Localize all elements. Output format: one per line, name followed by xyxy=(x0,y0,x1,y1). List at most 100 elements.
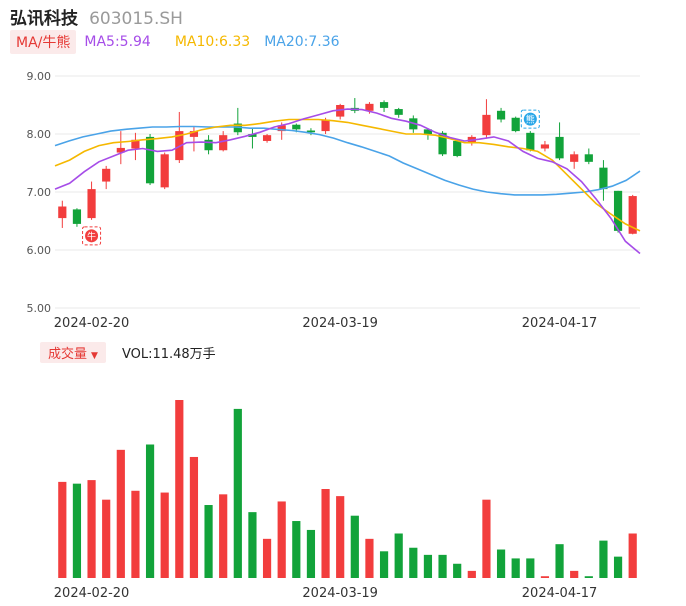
volume-bar xyxy=(189,456,199,578)
volume-bar xyxy=(336,496,345,578)
volume-value: VOL:11.48万手 xyxy=(121,346,216,362)
date-axis-price: 2024-02-20 2024-03-19 2024-04-17 xyxy=(54,316,598,331)
price-axis: 9.00 8.00 7.00 6.00 5.00 xyxy=(27,70,52,315)
candle-body xyxy=(116,147,125,153)
candle-body xyxy=(145,136,155,184)
volume-bar xyxy=(628,533,637,578)
stock-name: 弘讯科技 xyxy=(10,9,78,29)
bull-marker: 牛 xyxy=(82,226,102,246)
candle-body xyxy=(306,130,316,133)
volume-bar xyxy=(584,576,593,578)
ma5-line xyxy=(54,108,641,255)
volume-bars xyxy=(58,400,637,578)
volume-bar xyxy=(306,529,316,578)
ma20-line xyxy=(54,125,641,196)
candle-body xyxy=(570,154,579,162)
candle-body xyxy=(394,109,403,115)
volume-bar xyxy=(58,481,67,578)
y-tick-label: 8.00 xyxy=(27,128,52,141)
volume-bar xyxy=(350,515,359,578)
price-grid xyxy=(55,75,640,309)
volume-bar xyxy=(292,521,301,578)
stock-header: 弘讯科技 603015.SH xyxy=(10,4,183,29)
ma10-line xyxy=(54,118,641,232)
y-tick-label: 7.00 xyxy=(27,186,52,199)
candle-body xyxy=(321,119,330,132)
candle-body xyxy=(555,136,564,159)
bear-icon xyxy=(523,112,537,126)
volume-bar xyxy=(262,538,272,578)
volume-bar xyxy=(394,533,403,578)
candle-body xyxy=(87,189,96,219)
volume-bar xyxy=(72,483,82,578)
x-tick-label: 2024-02-20 xyxy=(54,586,130,601)
x-tick-label: 2024-03-19 xyxy=(302,316,378,331)
volume-legend: 成交量 ▼ VOL:11.48万手 xyxy=(40,341,216,363)
bull-icon xyxy=(85,229,99,243)
volume-bar xyxy=(131,490,140,578)
candle-body xyxy=(511,117,520,132)
candle-body xyxy=(72,209,82,224)
candle-body xyxy=(584,154,593,162)
ma5-label: MA5:5.94 xyxy=(84,34,151,50)
volume-bar xyxy=(526,558,535,578)
volume-bar xyxy=(116,449,125,578)
candle-body xyxy=(496,110,506,120)
volume-bar xyxy=(219,494,228,578)
candle-body xyxy=(526,132,535,151)
x-tick-label: 2024-03-19 xyxy=(302,586,378,601)
volume-bar xyxy=(511,558,520,578)
volume-bar xyxy=(321,489,330,578)
stock-code: 603015.SH xyxy=(89,9,183,29)
volume-bar xyxy=(204,505,213,578)
candle-body xyxy=(219,135,228,151)
volume-bar xyxy=(613,556,623,578)
volume-bar xyxy=(248,512,257,578)
candle-body xyxy=(160,154,169,188)
ma-legend: MA/牛熊 MA5:5.94 MA10:6.33 MA20:7.36 xyxy=(10,30,340,54)
volume-bar xyxy=(409,547,418,578)
x-tick-label: 2024-04-17 xyxy=(522,316,598,331)
x-tick-label: 2024-04-17 xyxy=(522,586,598,601)
volume-bar xyxy=(379,551,389,578)
volume-bar xyxy=(423,554,433,578)
volume-bar xyxy=(482,499,491,578)
candle-body xyxy=(628,196,637,234)
ma20-label: MA20:7.36 xyxy=(264,34,340,50)
volume-bar xyxy=(453,563,462,578)
candle-body xyxy=(131,139,140,149)
x-tick-label: 2024-02-20 xyxy=(54,316,130,331)
volume-toggle-button[interactable]: 成交量 ▼ xyxy=(40,341,106,363)
marker-symbol: 熊 xyxy=(526,114,535,126)
candle-body xyxy=(189,131,199,137)
candle-body xyxy=(482,114,491,136)
y-tick-label: 9.00 xyxy=(27,70,52,83)
date-axis-volume: 2024-02-20 2024-03-19 2024-04-17 xyxy=(54,586,598,601)
volume-bar xyxy=(87,480,96,578)
volume-bar xyxy=(102,499,111,578)
marker-frame xyxy=(82,226,102,246)
candle-body xyxy=(262,135,272,141)
candle-body xyxy=(453,140,462,157)
ma-toggle-button[interactable]: MA/牛熊 xyxy=(10,30,77,54)
volume-bar xyxy=(599,540,608,578)
candle-body xyxy=(438,132,447,155)
volume-bar xyxy=(175,400,184,578)
volume-bar xyxy=(540,576,550,578)
volume-bar xyxy=(365,538,374,578)
signal-markers: 牛熊 xyxy=(82,109,540,246)
candle-body xyxy=(379,102,389,108)
candle-body xyxy=(613,190,623,231)
candlestick-series xyxy=(58,98,637,235)
volume-bar xyxy=(233,408,242,578)
volume-bar xyxy=(438,554,447,578)
ma10-label: MA10:6.33 xyxy=(174,34,251,50)
candle-body xyxy=(204,139,213,151)
candle-body xyxy=(365,103,374,111)
volume-bar xyxy=(160,492,169,578)
candle-body xyxy=(277,125,286,132)
caret-down-icon: ▼ xyxy=(91,350,98,361)
y-tick-label: 6.00 xyxy=(27,244,52,257)
volume-bar xyxy=(145,444,155,578)
